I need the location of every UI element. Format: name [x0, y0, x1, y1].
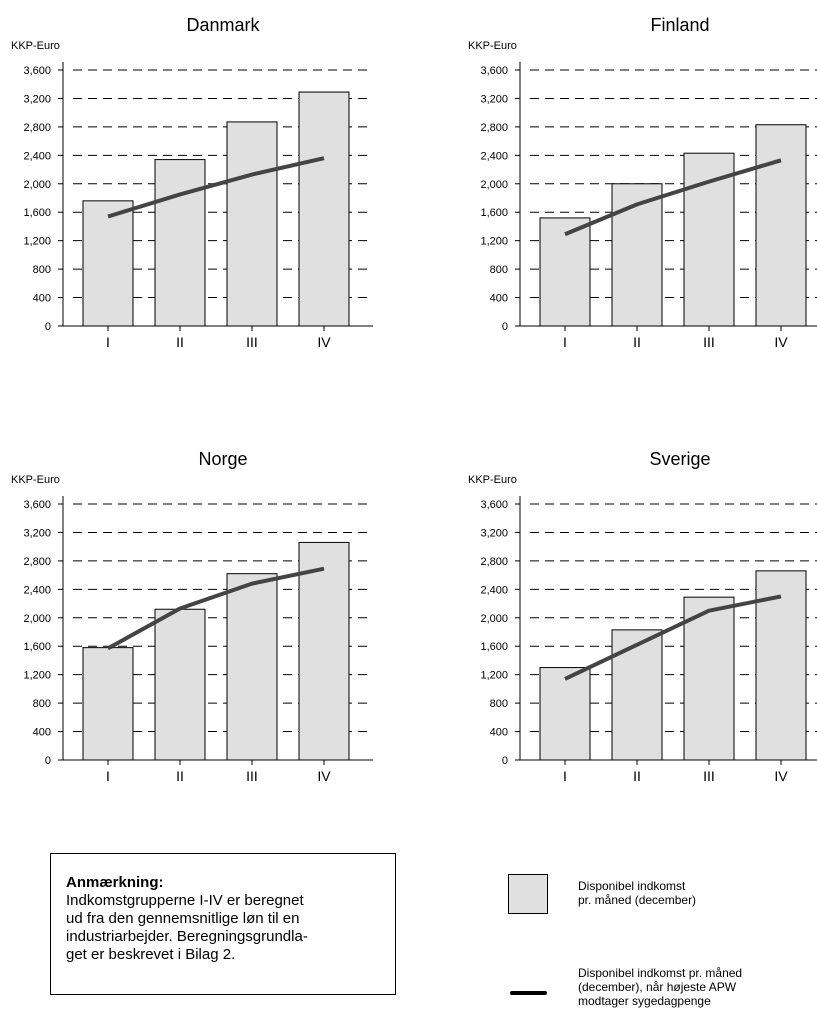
x-tick-label: II	[633, 334, 641, 350]
line-series	[107, 156, 325, 219]
y-tick-label: 0	[502, 321, 508, 333]
y-tick-label: 800	[490, 698, 508, 710]
y-tick-label: 400	[33, 727, 51, 739]
y-tick-label: 0	[45, 755, 51, 767]
chart-title: Danmark	[186, 15, 260, 35]
y-tick-label: 0	[45, 321, 51, 333]
bar	[154, 159, 206, 327]
y-tick-label: 3,200	[23, 93, 51, 105]
y-axis-label: KKP-Euro	[468, 474, 517, 486]
x-tick-label: III	[246, 768, 258, 784]
y-tick-label: 2,400	[480, 150, 508, 162]
x-tick-label: IV	[317, 334, 331, 350]
y-tick-label: 3,600	[23, 499, 51, 511]
x-tick-label: I	[106, 334, 110, 350]
y-tick-label: 2,800	[23, 556, 51, 568]
y-tick-label: 2,000	[480, 613, 508, 625]
x-tick-label: III	[703, 768, 715, 784]
x-tick-label: IV	[317, 768, 331, 784]
x-tick-label: III	[246, 334, 258, 350]
y-tick-label: 800	[490, 264, 508, 276]
x-tick-label: IV	[774, 768, 788, 784]
legend-bar-swatch	[508, 874, 548, 914]
bar	[298, 91, 350, 327]
y-tick-label: 2,400	[23, 584, 51, 596]
bar	[539, 217, 591, 327]
y-tick-label: 1,200	[480, 236, 508, 248]
bar	[611, 183, 663, 327]
y-tick-label: 1,200	[23, 236, 51, 248]
x-tick-label: IV	[774, 334, 788, 350]
bar	[683, 152, 735, 327]
y-tick-label: 800	[33, 264, 51, 276]
y-tick-label: 3,600	[480, 499, 508, 511]
charts-canvas: Danmark KKP-Euro 0 400 800 1,200 1,600 2,000 2,4…	[11, 15, 817, 784]
bar	[611, 629, 663, 761]
x-tick-label: I	[563, 768, 567, 784]
bar	[154, 608, 206, 761]
chart-title: Norge	[198, 449, 247, 469]
y-tick-label: 400	[33, 293, 51, 305]
y-tick-label: 2,400	[23, 150, 51, 162]
y-tick-label: 400	[490, 293, 508, 305]
bar	[82, 647, 134, 761]
y-tick-label: 2,000	[23, 179, 51, 191]
y-tick-label: 400	[490, 727, 508, 739]
chart-title: Finland	[650, 15, 709, 35]
x-tick-label: I	[106, 768, 110, 784]
y-tick-label: 1,600	[480, 207, 508, 219]
y-tick-label: 1,600	[23, 207, 51, 219]
y-axis-label: KKP-Euro	[11, 40, 60, 52]
line-series	[564, 594, 782, 681]
y-tick-label: 3,600	[480, 65, 508, 77]
y-tick-label: 1,200	[23, 670, 51, 682]
y-tick-label: 1,200	[480, 670, 508, 682]
y-axis-label: KKP-Euro	[11, 474, 60, 486]
y-tick-label: 0	[502, 755, 508, 767]
x-tick-label: II	[176, 334, 184, 350]
note-title: Anmærkning:	[66, 874, 164, 891]
bar	[226, 121, 278, 327]
bar	[298, 541, 350, 761]
y-tick-label: 2,400	[480, 584, 508, 596]
legend-bar-label: Disponibel indkomst pr. måned (december)	[578, 879, 697, 907]
line-series	[564, 158, 782, 237]
x-tick-label: II	[633, 768, 641, 784]
y-tick-label: 2,800	[23, 122, 51, 134]
y-tick-label: 2,800	[480, 556, 508, 568]
legend-line-swatch	[510, 991, 547, 995]
line-series	[107, 566, 325, 651]
y-tick-label: 2,000	[480, 179, 508, 191]
bar	[755, 124, 807, 327]
y-tick-label: 2,000	[23, 613, 51, 625]
bar	[539, 667, 591, 761]
chart-title: Sverige	[649, 449, 710, 469]
note-box: Anmærkning: Indkomstgrupperne I-IV er be…	[50, 853, 396, 995]
x-tick-label: I	[563, 334, 567, 350]
y-tick-label: 3,200	[480, 527, 508, 539]
y-tick-label: 3,200	[23, 527, 51, 539]
legend-line-label: Disponibel indkomst pr. måned (december)…	[578, 966, 743, 1008]
x-tick-label: II	[176, 768, 184, 784]
y-tick-label: 2,800	[480, 122, 508, 134]
bar	[82, 200, 134, 327]
x-tick-label: III	[703, 334, 715, 350]
bar	[683, 596, 735, 761]
y-tick-label: 1,600	[480, 641, 508, 653]
y-axis-label: KKP-Euro	[468, 40, 517, 52]
y-tick-label: 3,200	[480, 93, 508, 105]
y-tick-label: 800	[33, 698, 51, 710]
note-text: Indkomstgrupperne I-IV er beregnet ud fr…	[66, 892, 308, 963]
bar	[226, 573, 278, 761]
y-tick-label: 3,600	[23, 65, 51, 77]
y-tick-label: 1,600	[23, 641, 51, 653]
